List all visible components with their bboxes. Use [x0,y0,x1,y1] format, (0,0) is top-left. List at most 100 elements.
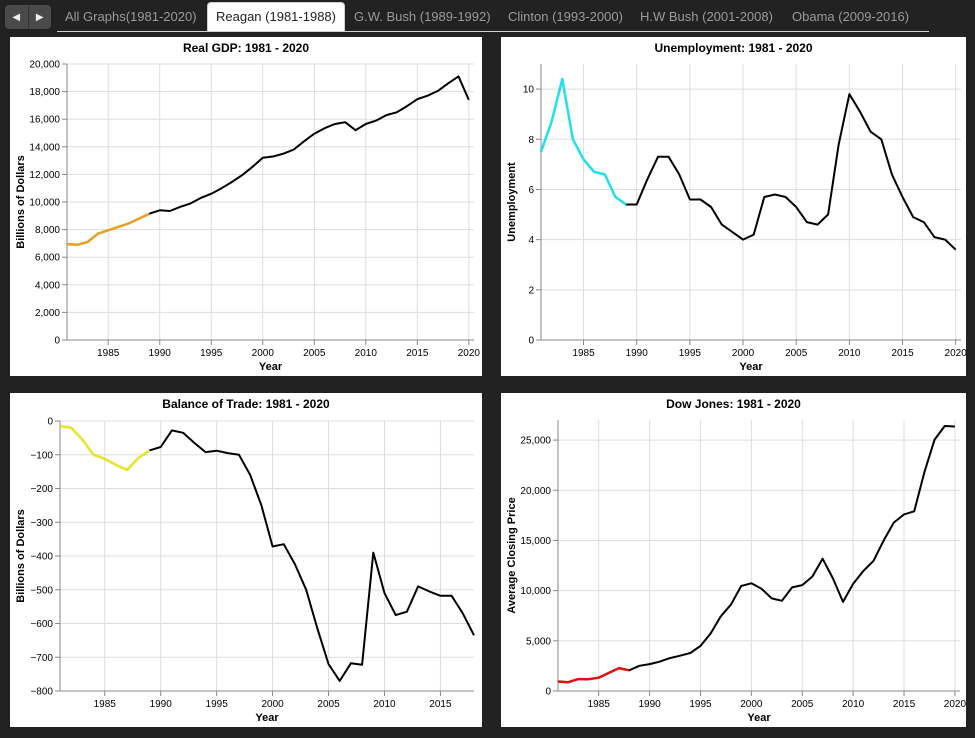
y-tick-label: 6,000 [35,253,60,264]
tab-bar: ◀ ▶ All Graphs(1981-2020) Reagan (1981-1… [0,0,975,34]
y-tick-label: 10,000 [520,586,551,597]
x-tick-label: 1985 [588,699,611,710]
x-tick-label: 2010 [838,348,861,359]
x-tick-label: 2000 [252,348,275,359]
y-tick-label: 8,000 [35,225,60,236]
y-tick-label: 16,000 [29,115,60,126]
x-tick-label: 2005 [791,699,814,710]
y-tick-label: 15,000 [520,536,551,547]
series-line [557,425,955,684]
y-tick-label: 2,000 [35,308,60,319]
y-tick-label: 18,000 [29,87,60,98]
highlight-series-line [66,212,150,247]
x-tick-label: 2020 [458,348,481,359]
tab-obama[interactable]: Obama (2009-2016) [792,9,910,24]
y-tick-label: 10,000 [29,198,60,209]
y-tick-label: 6 [528,185,534,196]
y-tick-label: −600 [30,619,53,630]
x-tick-label: 2020 [945,348,966,359]
y-tick-label: −800 [30,687,53,698]
series-line [540,78,957,251]
x-axis-label: Year [259,361,283,373]
unemployment-chart-panel: Unemployment: 1981 - 2020 1985 1990 1995 200… [501,37,966,376]
y-tick-label: 0 [47,417,53,428]
x-tick-label: 2005 [303,348,326,359]
trade-chart: Balance of Trade: 1981 - 2020 1985 1990 199… [15,397,475,724]
tab-reagan[interactable]: Reagan (1981-1988) [207,2,345,31]
x-tick-label: 2015 [891,348,914,359]
y-tick-label: −100 [30,450,53,461]
x-tick-label: 2015 [429,699,452,710]
tab-scroll-right-button[interactable]: ▶ [27,5,52,29]
x-tick-label: 2000 [261,699,284,710]
x-tick-label: 2005 [785,348,808,359]
dow-chart: Dow Jones: 1981 - 2020 1985 1990 1995 2000 20… [506,397,966,724]
dow-chart-panel: Dow Jones: 1981 - 2020 1985 1990 1995 2000 20… [501,393,966,727]
chart-title: Real GDP: 1981 - 2020 [183,41,309,55]
highlight-series-line [539,77,627,206]
x-tick-label: 1995 [206,699,229,710]
y-tick-label: −200 [30,484,53,495]
y-tick-label: 4,000 [35,280,60,291]
highlight-series-line [557,666,630,684]
x-tick-label: 2020 [944,699,966,710]
series-line [59,425,475,682]
x-axis-label: Year [747,712,771,724]
x-tick-label: 2015 [406,348,429,359]
tab-all-graphs[interactable]: All Graphs(1981-2020) [65,9,197,24]
x-tick-label: 2005 [317,699,340,710]
y-tick-label: 0 [54,336,60,347]
x-tick-label: 1990 [638,699,661,710]
x-tick-label: 1995 [679,348,702,359]
x-tick-label: 2000 [740,699,763,710]
y-tick-label: 12,000 [29,170,60,181]
x-tick-label: 2010 [842,699,865,710]
triangle-left-icon: ◀ [12,11,21,23]
chart-title: Dow Jones: 1981 - 2020 [666,397,801,411]
tab-hw-bush[interactable]: H.W Bush (2001-2008) [640,9,773,24]
tab-clinton[interactable]: Clinton (1993-2000) [508,9,623,24]
y-tick-label: 25,000 [520,436,551,447]
x-tick-label: 2000 [732,348,755,359]
y-tick-label: −300 [30,518,53,529]
x-tick-label: 1995 [200,348,223,359]
tab-list: All Graphs(1981-2020) Reagan (1981-1988)… [57,0,929,32]
x-tick-label: 1990 [626,348,649,359]
y-tick-label: 5,000 [526,636,551,647]
chart-title: Unemployment: 1981 - 2020 [654,41,812,55]
y-axis-label: Billions of Dollars [15,155,27,249]
y-axis-label: Average Closing Price [506,497,518,613]
y-tick-label: 0 [528,336,534,347]
tab-gw-bush[interactable]: G.W. Bush (1989-1992) [354,9,491,24]
y-tick-label: −700 [30,653,53,664]
y-tick-label: 2 [528,285,534,296]
tab-scroll-buttons: ◀ ▶ [5,5,51,29]
y-axis-label: Billions of Dollars [15,509,27,603]
unemployment-chart: Unemployment: 1981 - 2020 1985 1990 1995 200… [506,41,966,373]
y-tick-label: −500 [30,585,53,596]
gdp-chart-panel: Real GDP: 1981 - 2020 1985 1990 1995 2000 200… [10,37,482,376]
x-axis-label: Year [255,712,279,724]
x-tick-label: 1990 [149,348,172,359]
triangle-right-icon: ▶ [35,11,44,23]
y-tick-label: 20,000 [29,60,60,71]
x-tick-label: 1985 [94,699,117,710]
x-tick-label: 1985 [572,348,595,359]
gdp-chart: Real GDP: 1981 - 2020 1985 1990 1995 2000 200… [15,41,481,373]
chart-title: Balance of Trade: 1981 - 2020 [162,397,330,411]
x-tick-label: 1985 [97,348,120,359]
series-line [66,75,470,246]
trade-chart-panel: Balance of Trade: 1981 - 2020 1985 1990 199… [10,393,482,727]
tab-scroll-left-button[interactable]: ◀ [5,5,28,29]
x-tick-label: 1990 [150,699,173,710]
y-tick-label: 14,000 [29,142,60,153]
x-tick-label: 1995 [689,699,712,710]
x-tick-label: 2015 [893,699,916,710]
highlight-series-line [59,424,151,472]
y-tick-label: 10 [523,85,535,96]
y-axis-label: Unemployment [506,162,518,242]
y-tick-label: 0 [545,687,551,698]
y-tick-label: 8 [528,135,534,146]
y-tick-label: 4 [528,235,534,246]
x-axis-label: Year [739,361,763,373]
